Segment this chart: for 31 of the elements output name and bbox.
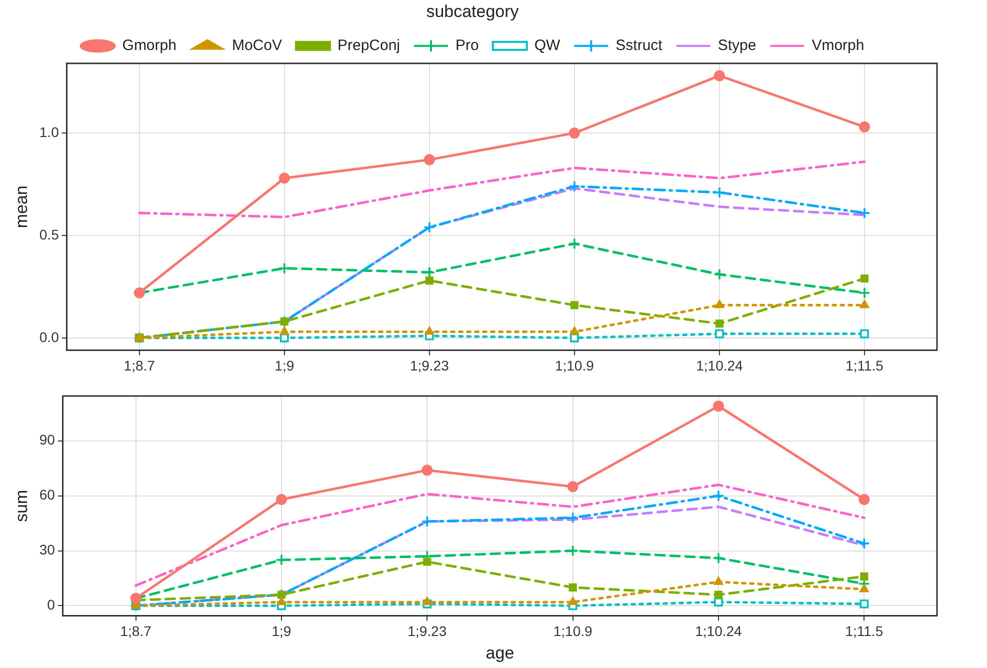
y-tick-label: 90 <box>39 432 56 448</box>
x-tick-label: 1;9.23 <box>410 357 450 374</box>
y-tick-label: 60 <box>39 486 56 503</box>
legend-label: MoCoV <box>232 37 282 54</box>
y-tick-label: 0 <box>47 596 56 613</box>
x-tick-label: 1;9 <box>272 623 292 640</box>
x-tick-label: 1;10.9 <box>553 623 592 640</box>
x-tick-label: 1;9.23 <box>408 623 447 640</box>
y-tick-label: 1.0 <box>39 124 60 140</box>
y-tick-label: 0.0 <box>39 328 60 345</box>
x-tick-label: 1;11.5 <box>845 623 884 640</box>
x-tick-label: 1;8.7 <box>124 357 156 374</box>
y-axis-title: sum <box>12 490 31 522</box>
legend-label: QW <box>534 37 562 54</box>
legend-label: Vmorph <box>812 37 864 54</box>
x-tick-label: 1;8.7 <box>120 623 152 640</box>
x-tick-label: 1;11.5 <box>846 357 884 374</box>
x-tick-label: 1;10.24 <box>696 357 744 374</box>
x-tick-label: 1;10.9 <box>554 357 594 374</box>
y-tick-label: 0.5 <box>39 226 60 242</box>
x-axis-title: age <box>486 643 514 662</box>
legend-label: Gmorph <box>122 37 176 54</box>
x-tick-label: 1;10.24 <box>695 623 742 640</box>
legend-label: Pro <box>456 37 479 54</box>
legend-title: subcategory <box>426 2 520 22</box>
y-axis-title: mean <box>12 186 31 228</box>
x-tick-label: 1;9 <box>274 357 294 374</box>
legend-label: Stype <box>718 37 756 54</box>
legend-label: PrepConj <box>337 37 400 54</box>
y-tick-label: 30 <box>39 542 56 558</box>
legend-label: Sstruct <box>616 37 664 54</box>
